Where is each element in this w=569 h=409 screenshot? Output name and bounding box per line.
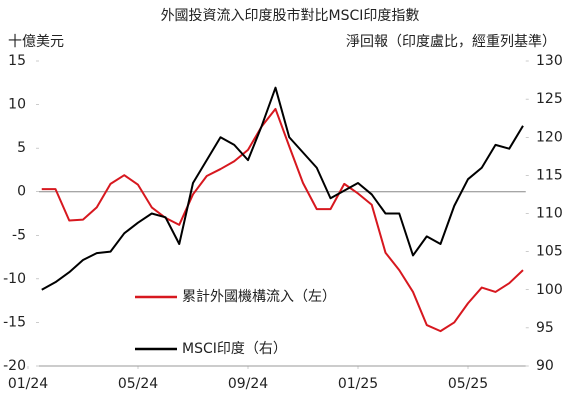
y2-axis-title: 淨回報（印度盧比，經重列基準） [346, 33, 556, 50]
legend-label: 累計外國機構流入（左） [182, 289, 336, 305]
legend-label: MSCI印度（右） [182, 341, 287, 357]
x-tick-label: 05/24 [118, 376, 158, 392]
y2-tick-label: 125 [536, 91, 563, 107]
y2-tick-label: 95 [536, 320, 554, 336]
y2-tick-label: 120 [536, 129, 563, 145]
x-tick-label: 01/25 [338, 376, 378, 392]
y-tick-label: 10 [8, 97, 26, 113]
y2-tick-label: 130 [536, 53, 563, 69]
y-tick-label: 0 [17, 184, 26, 200]
x-tick-label: 05/25 [448, 376, 488, 392]
y-tick-label: -5 [12, 227, 26, 243]
y2-tick-label: 110 [536, 206, 563, 222]
y-tick-label: 15 [8, 53, 26, 69]
series-line [41, 86, 524, 291]
chart-title: 外國投資流入印度股市對比MSCI印度指數 [161, 7, 420, 24]
y-tick-label: -20 [3, 358, 26, 374]
y-tick-label: -10 [3, 271, 26, 287]
y2-tick-label: 105 [536, 244, 563, 260]
y2-tick-label: 115 [536, 167, 563, 183]
y2-tick-label: 100 [536, 282, 563, 298]
x-tick-label: 09/24 [228, 376, 268, 392]
x-tick-label: 01/24 [8, 376, 48, 392]
y2-tick-label: 90 [536, 358, 554, 374]
y-tick-label: 5 [17, 140, 26, 156]
y-tick-label: -15 [3, 314, 26, 330]
series-line [41, 107, 524, 333]
y-axis-title: 十億美元 [8, 34, 64, 50]
